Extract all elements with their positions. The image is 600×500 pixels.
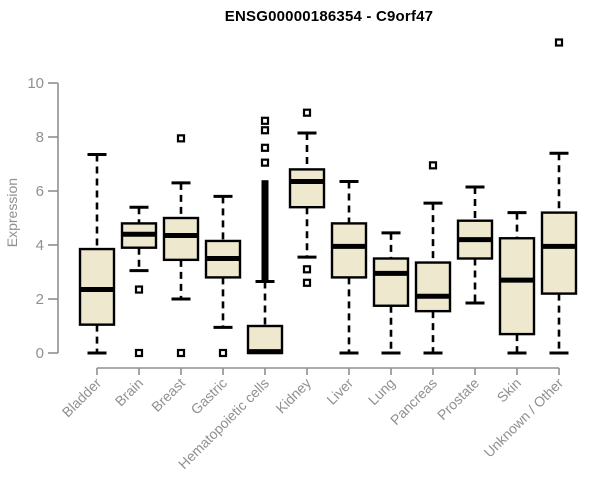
outlier-point xyxy=(302,265,312,274)
boxplot-breast xyxy=(162,134,200,358)
y-axis-title: Expression xyxy=(4,178,20,247)
box-rect xyxy=(414,261,452,313)
outlier-point xyxy=(134,285,144,294)
y-axis-tick-label: 2 xyxy=(36,291,44,308)
boxplot-skin xyxy=(498,211,536,355)
y-axis: 0 2 4 6 8 10 Expression xyxy=(4,75,59,362)
boxplot-unknown-other xyxy=(540,38,578,355)
x-axis-category-label: Bladder xyxy=(59,375,105,421)
boxplot-lung xyxy=(372,231,410,355)
y-axis-tick-label: 10 xyxy=(27,75,44,92)
outlier-point xyxy=(176,134,186,143)
boxplot-brain xyxy=(120,205,158,358)
outlier-point xyxy=(260,158,270,167)
outlier-point xyxy=(302,278,312,287)
outlier-point xyxy=(428,161,438,170)
y-axis-tick-label: 6 xyxy=(36,183,44,200)
y-axis-tick-label: 0 xyxy=(36,345,44,362)
box-rect xyxy=(288,168,326,209)
box-rect xyxy=(330,222,368,279)
boxplot-prostate xyxy=(456,185,494,305)
x-axis-category-label: Pancreas xyxy=(387,375,440,428)
boxplot-kidney xyxy=(288,108,326,287)
outlier-point xyxy=(134,348,144,358)
boxplot-pancreas xyxy=(414,161,452,355)
outlier-point xyxy=(260,143,270,152)
outlier-point xyxy=(176,348,186,358)
box-rect xyxy=(246,324,284,355)
box-rect xyxy=(162,216,200,262)
x-axis-category-label: Liver xyxy=(323,375,356,408)
outlier-column xyxy=(261,180,269,281)
x-axis-category-label: Skin xyxy=(494,375,525,406)
boxplot-gastric xyxy=(204,194,242,358)
chart-title: ENSG00000186354 - C9orf47 xyxy=(224,8,434,25)
x-axis-category-label: Lung xyxy=(365,375,398,408)
y-axis-tick-label: 8 xyxy=(36,129,44,146)
outlier-point xyxy=(218,348,228,358)
boxplot-liver xyxy=(330,180,368,355)
box-rect xyxy=(498,237,536,336)
x-axis-category-label: Brain xyxy=(112,375,146,409)
x-axis-category-label: Kidney xyxy=(273,375,315,417)
box-rect xyxy=(78,247,116,326)
box-rect xyxy=(540,211,578,295)
x-axis-category-label: Unknown / Other xyxy=(481,375,567,461)
boxplot-bladder xyxy=(78,153,116,355)
outlier-point xyxy=(302,108,312,117)
outlier-point xyxy=(260,126,270,135)
boxplot-hematopoietic-cells xyxy=(246,116,284,355)
y-axis-tick-label: 4 xyxy=(36,237,44,254)
x-axis-category-label: Breast xyxy=(148,375,188,415)
outlier-point xyxy=(554,38,564,47)
box-rect xyxy=(372,257,410,307)
outlier-point xyxy=(260,116,270,125)
x-axis-category-label: Prostate xyxy=(434,375,482,423)
